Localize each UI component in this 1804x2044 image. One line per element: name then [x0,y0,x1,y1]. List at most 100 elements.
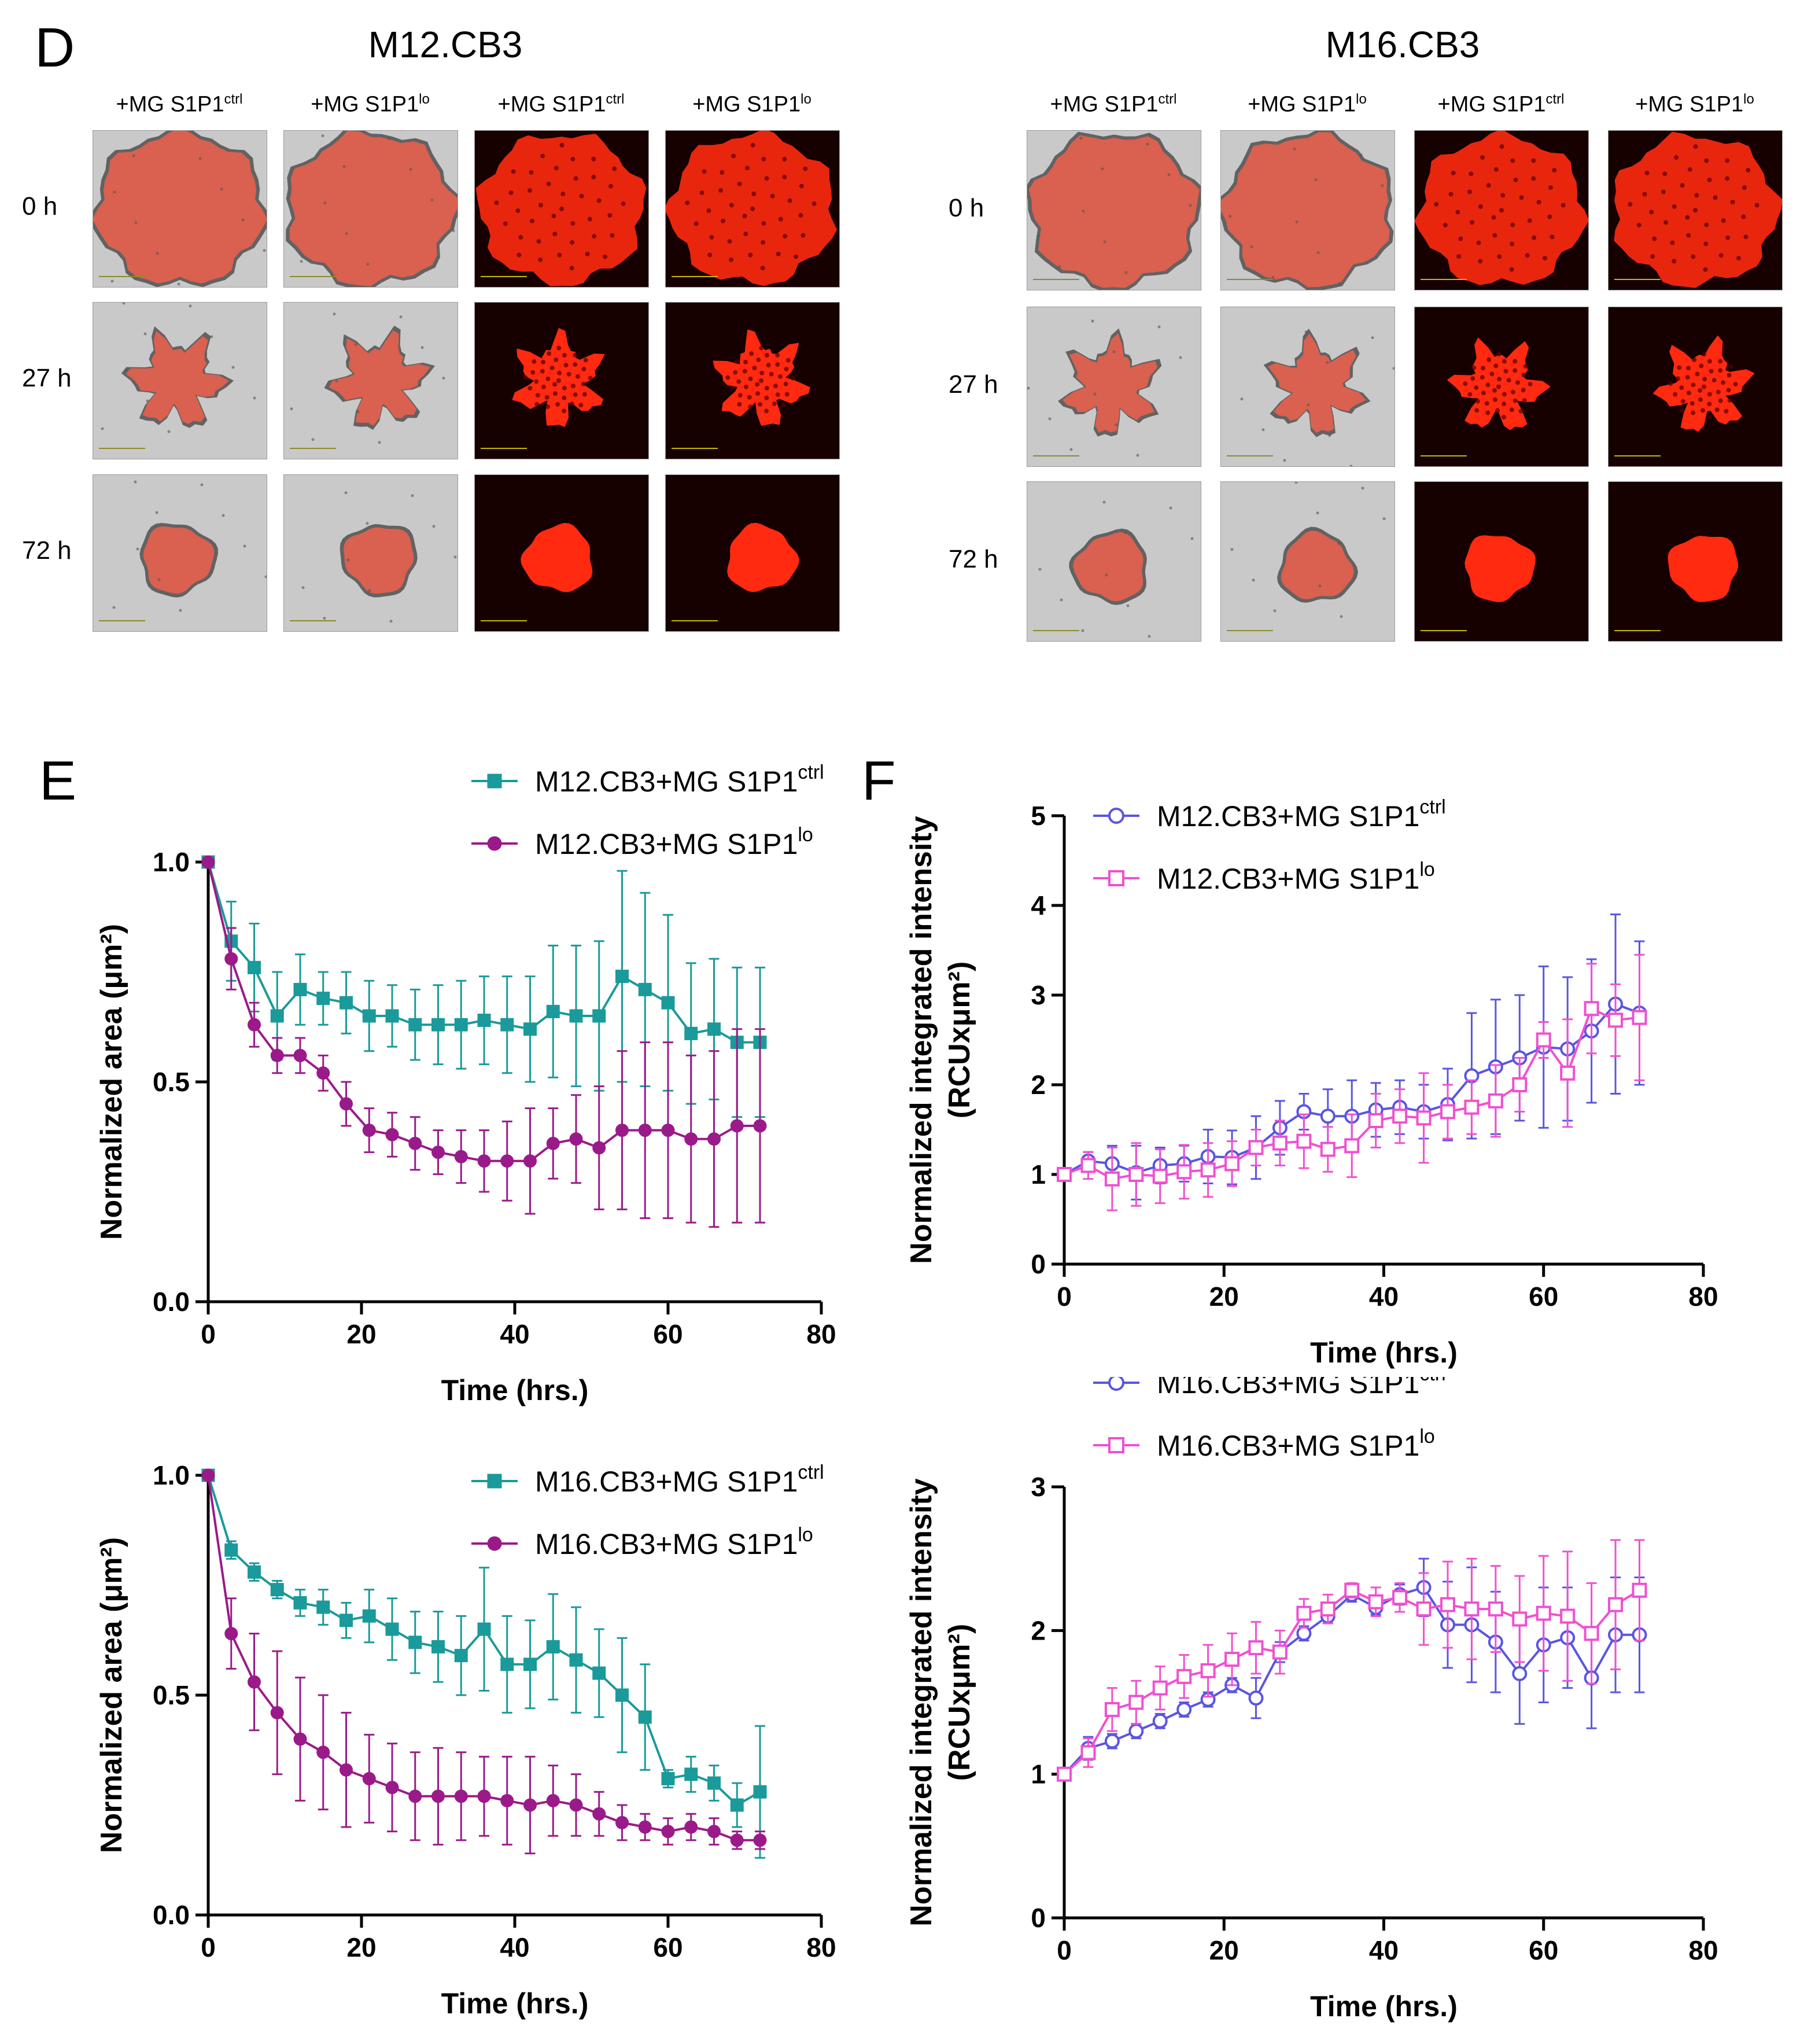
brightfield-image [283,302,458,459]
data-point [487,836,502,851]
data-point [546,1136,560,1150]
legend-entry: M12.CB3+MG S1P1lo [1093,859,1435,895]
x-tick-label: 60 [1529,1281,1558,1312]
legend-entry: M16.CB3+MG S1P1lo [471,1524,813,1560]
fluorescence-image [665,474,840,632]
data-point [1057,1766,1072,1782]
x-tick-label: 60 [653,1319,683,1349]
data-point [1108,1437,1124,1453]
data-point [248,1018,261,1032]
brightfield-image [93,130,267,288]
data-point [340,1097,353,1111]
data-point [1200,1663,1216,1678]
data-point [362,1772,376,1785]
data-point [1464,1099,1480,1115]
data-point [270,1048,284,1062]
data-point [248,960,261,974]
data-point [340,996,353,1010]
legend-entry: M16.CB3+MG S1P1ctrl [1093,1377,1446,1400]
data-point [730,1798,744,1812]
data-point [1440,1104,1455,1119]
data-point [224,1543,238,1557]
data-point [487,774,502,789]
legend-label: M12.CB3+MG S1P1lo [1157,859,1435,895]
data-point [592,1009,606,1023]
column-header: +MG S1P1ctrl [1437,91,1565,117]
fluorescence-image [474,130,649,288]
brightfield-image [283,474,458,632]
y-axis-label: Normalized integrated intensity (RCUxμm²) [905,1478,976,1926]
x-tick-label: 80 [1688,1281,1718,1312]
legend-entry: M12.CB3+MG S1P1lo [471,824,813,860]
data-point [1584,1001,1599,1017]
data-point [1320,1141,1336,1157]
column-header: +MG S1P1ctrl [116,91,243,117]
x-axis-label: Time (hrs.) [441,1987,589,2020]
data-point [753,1119,767,1133]
data-point [201,1468,215,1482]
data-point [1512,1611,1528,1627]
data-point [661,1825,675,1839]
data-point [316,1066,330,1080]
data-point [638,982,652,996]
data-point [431,1640,445,1653]
x-tick-label: 0 [1057,1935,1072,1965]
data-point [487,1474,502,1489]
data-point [707,1776,721,1790]
column-header: +MG S1P1lo [1635,91,1754,117]
x-tick-label: 40 [500,1932,529,1962]
data-point [569,1653,583,1667]
data-point [1512,1666,1528,1681]
x-axis-label: Time (hrs.) [1310,1336,1458,1369]
fluorescence-image [474,302,649,459]
y-tick-label: 1 [1031,1759,1046,1789]
data-point [270,1009,284,1023]
data-point [753,1785,767,1799]
y-tick-label: 0 [1031,1249,1046,1279]
legend-label: M16.CB3+MG S1P1ctrl [1157,1377,1446,1400]
data-point [1632,1010,1647,1025]
data-point [592,1141,606,1155]
row-label: 72 h [949,544,998,573]
legend-entry: M16.CB3+MG S1P1lo [1093,1426,1435,1462]
data-point [1368,1594,1384,1610]
data-point [592,1807,606,1821]
y-tick-label: 4 [1031,890,1046,920]
x-tick-label: 80 [806,1932,836,1962]
y-tick-label: 0 [1031,1903,1046,1933]
data-point [408,1636,422,1649]
data-point [1152,1713,1168,1729]
group-title: M12.CB3 [368,24,523,65]
x-tick-label: 0 [1057,1281,1072,1312]
data-point [1368,1113,1384,1128]
data-point [592,1666,606,1680]
series-0 [201,1468,767,1859]
chart-e-bottom: 0 20 40 60 80 0.0 0.5 1.0 Time (hrs.) Normalized … [95,1460,836,2020]
data-point [316,1600,330,1614]
data-point [638,1820,652,1834]
x-tick-label: 80 [1688,1935,1718,1965]
panel-label-d: D [35,17,75,79]
data-point [362,1609,376,1623]
y-axis-label: Normalized integrated intensity (RCUxμm²) [905,816,976,1264]
data-point [615,1688,629,1702]
fluorescence-image [665,130,840,288]
data-point [1108,870,1124,886]
data-point [500,1154,514,1168]
data-point [1128,1167,1144,1182]
data-point [1440,1597,1455,1612]
brightfield-image [1027,307,1201,467]
data-point [523,1798,537,1812]
data-point [454,1150,468,1163]
data-point [201,855,215,869]
data-point [569,1009,583,1023]
chart-f-bottom: 0 20 40 60 80 0 1 2 3 Time (hrs.) Normalized integ… [905,1377,1718,2023]
data-point [477,1789,491,1803]
y-tick-label: 1.0 [153,1460,190,1490]
y-tick-label: 3 [1031,1472,1046,1502]
data-point [1296,1133,1312,1149]
y-tick-label: 1 [1031,1159,1046,1189]
chart-e-top: 0 20 40 60 80 0.0 0.5 1.0 Time (hrs.) Normalized … [95,761,836,1406]
data-point [293,1732,307,1746]
data-point [477,1014,491,1027]
